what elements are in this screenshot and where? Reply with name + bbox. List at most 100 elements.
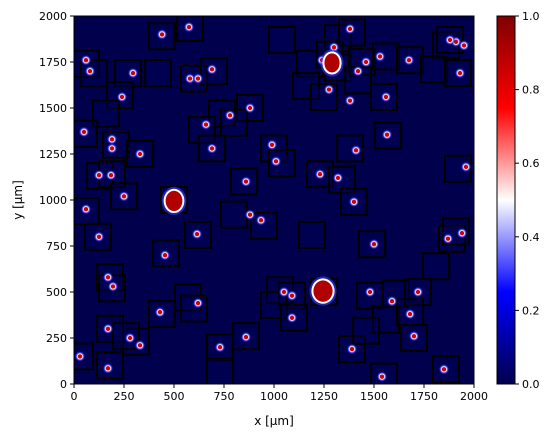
particle	[323, 84, 335, 96]
detection-box	[336, 134, 364, 163]
detection-box	[188, 116, 216, 145]
particle	[224, 109, 236, 121]
particle	[134, 339, 146, 351]
particle	[105, 169, 117, 181]
detection-box	[352, 316, 380, 345]
detection-box	[206, 333, 234, 362]
detection-box	[206, 357, 234, 384]
particle	[380, 91, 392, 103]
particle	[154, 306, 166, 318]
colorbar-tick-label: 0.4	[522, 231, 540, 244]
particle	[159, 249, 171, 261]
particle	[106, 142, 118, 154]
x-tick-label: 750	[214, 390, 235, 403]
particle	[348, 196, 360, 208]
detection-box	[236, 94, 264, 122]
particle	[458, 39, 470, 51]
particle	[240, 176, 252, 188]
particle	[344, 95, 356, 107]
y-tick-label: 1500	[39, 102, 67, 115]
particle	[156, 28, 168, 40]
y-tick-label: 500	[46, 286, 67, 299]
particle	[240, 331, 252, 343]
detection-box	[220, 200, 248, 229]
particle	[286, 312, 298, 324]
particle	[350, 144, 362, 156]
particle	[118, 190, 130, 202]
x-tick-label: 0	[71, 390, 78, 403]
particle	[404, 308, 416, 320]
colorbar-tick-label: 0.0	[522, 378, 540, 391]
particle	[127, 67, 139, 79]
particle	[344, 23, 356, 35]
particle	[191, 228, 203, 240]
particle	[200, 119, 212, 131]
detection-box	[268, 149, 296, 178]
particle	[184, 73, 196, 85]
particle	[206, 63, 218, 75]
x-tick-label: 1750	[410, 390, 438, 403]
particle	[314, 168, 326, 180]
particle	[206, 142, 218, 154]
large-blob	[320, 49, 344, 77]
particle	[244, 209, 256, 221]
particle	[332, 172, 344, 184]
y-tick-label: 1000	[39, 194, 67, 207]
detection-box	[420, 55, 448, 84]
particle	[78, 126, 90, 138]
x-tick-label: 1000	[260, 390, 288, 403]
particle	[74, 350, 86, 362]
particle	[116, 91, 128, 103]
particle	[266, 139, 278, 151]
particle	[444, 34, 456, 46]
detection-box	[280, 303, 308, 332]
x-tick-label: 2000	[460, 390, 488, 403]
particle	[102, 271, 114, 283]
particle	[134, 148, 146, 160]
x-tick-label: 250	[114, 390, 135, 403]
particle	[102, 362, 114, 374]
detection-box	[298, 220, 326, 249]
detection-box	[148, 300, 176, 329]
particle	[286, 290, 298, 302]
y-tick-label: 750	[46, 240, 67, 253]
heatmap-layer	[74, 16, 472, 384]
particle	[192, 297, 204, 309]
particle	[456, 227, 468, 239]
particle	[454, 67, 466, 79]
particle	[403, 54, 415, 66]
particle	[386, 295, 398, 307]
particle	[408, 330, 420, 342]
detection-box	[432, 355, 460, 384]
particle	[438, 363, 450, 375]
particle	[183, 21, 195, 33]
particle	[244, 102, 256, 114]
x-tick-label: 1250	[310, 390, 338, 403]
particle	[374, 50, 386, 62]
large-blob	[309, 276, 337, 306]
particle	[102, 323, 114, 335]
colorbar-ticks: 0.0 0.2 0.4 0.6 0.8 1.0	[515, 10, 540, 391]
particle	[84, 65, 96, 77]
particle	[80, 203, 92, 215]
y-axis-label: y [µm]	[11, 180, 25, 220]
x-axis-label: x [µm]	[254, 414, 294, 428]
particle	[364, 286, 376, 298]
detection-box	[144, 59, 172, 88]
particle	[376, 371, 388, 383]
y-tick-label: 1250	[39, 148, 67, 161]
particle	[442, 233, 454, 245]
particle	[93, 231, 105, 243]
y-tick-label: 250	[46, 332, 67, 345]
particle	[460, 161, 472, 173]
particle	[192, 73, 204, 85]
particle	[214, 341, 226, 353]
x-axis-ticks: 0 250 500 750 1000 1250 1500 1750 2000	[71, 384, 488, 403]
particle	[270, 155, 282, 167]
colorbar-tick-label: 1.0	[522, 10, 540, 23]
particle	[93, 169, 105, 181]
particle	[106, 133, 118, 145]
particle	[255, 214, 267, 226]
particle	[360, 56, 372, 68]
